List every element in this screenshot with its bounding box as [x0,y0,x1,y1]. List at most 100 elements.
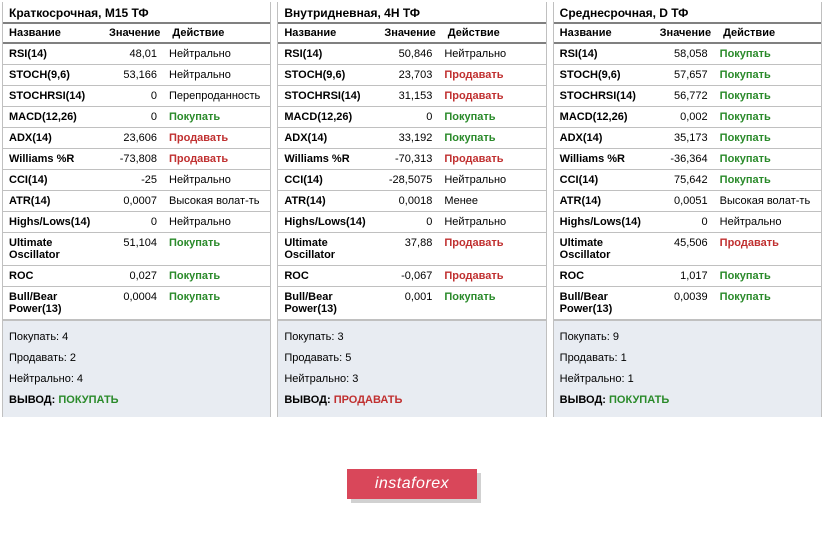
column-header: НазваниеЗначениеДействие [554,24,821,44]
col-name: Название [554,24,654,42]
indicator-name: CCI(14) [3,170,103,190]
summary-neutral: Нейтрально: 1 [560,369,815,390]
indicator-name: Ultimate Oscillator [3,233,103,265]
indicator-action: Продавать [163,149,270,169]
indicator-row: ATR(14)0,0007Высокая волат-ть [3,191,270,212]
indicator-row: Ultimate Oscillator45,506Продавать [554,233,821,266]
indicator-row: RSI(14)58,058Покупать [554,44,821,65]
indicator-action: Покупать [714,44,821,64]
indicator-action: Нейтрально [163,170,270,190]
indicator-value: 45,506 [654,233,714,265]
indicator-row: Ultimate Oscillator51,104Покупать [3,233,270,266]
indicator-value: 0,0018 [378,191,438,211]
indicator-row: ROC-0,067Продавать [278,266,545,287]
indicator-value: -70,313 [378,149,438,169]
indicator-value: 50,846 [378,44,438,64]
indicator-row: STOCH(9,6)53,166Нейтрально [3,65,270,86]
indicator-value: 0 [103,107,163,127]
indicator-row: STOCHRSI(14)31,153Продавать [278,86,545,107]
indicator-name: ROC [3,266,103,286]
panel-summary: Покупать: 9Продавать: 1Нейтрально: 1 ВЫВО… [554,320,821,417]
indicator-row: STOCH(9,6)57,657Покупать [554,65,821,86]
panel-summary: Покупать: 3Продавать: 5Нейтрально: 3ВЫВО… [278,320,545,417]
summary-neutral: Нейтрально: 4 [9,369,264,390]
indicator-action: Продавать [438,65,545,85]
verdict-text: ПРОДАВАТЬ [334,394,403,406]
indicator-value: 0,001 [378,287,438,319]
summary-sell: Продавать: 5 [284,348,539,369]
indicator-row: STOCH(9,6)23,703Продавать [278,65,545,86]
indicator-name: ADX(14) [554,128,654,148]
indicator-action: Продавать [438,86,545,106]
indicator-panel: Среднесрочная, D ТФНазваниеЗначениеДейст… [553,2,822,417]
panel-title: Среднесрочная, D ТФ [554,2,821,24]
indicator-action: Нейтрально [438,212,545,232]
indicator-name: Ultimate Oscillator [554,233,654,265]
indicator-name: STOCH(9,6) [554,65,654,85]
indicator-value: 0 [103,212,163,232]
indicator-name: Highs/Lows(14) [3,212,103,232]
indicator-value: 0,027 [103,266,163,286]
col-action: Действие [442,24,546,42]
indicator-name: Highs/Lows(14) [278,212,378,232]
indicator-action: Продавать [714,233,821,265]
indicator-name: STOCH(9,6) [3,65,103,85]
indicator-action: Покупать [163,233,270,265]
summary-sell: Продавать: 1 [560,348,815,369]
panel-title: Внутридневная, 4H ТФ [278,2,545,24]
indicator-row: STOCHRSI(14)0Перепроданность [3,86,270,107]
indicator-action: Нейтрально [714,212,821,232]
column-header: НазваниеЗначениеДействие [3,24,270,44]
col-action: Действие [166,24,270,42]
indicator-name: RSI(14) [554,44,654,64]
indicator-row: Williams %R-36,364Покупать [554,149,821,170]
indicator-action: Покупать [438,107,545,127]
indicator-action: Нейтрально [163,212,270,232]
indicator-row: Bull/Bear Power(13)0,001Покупать [278,287,545,320]
indicator-action: Перепроданность [163,86,270,106]
indicator-action: Покупать [163,287,270,319]
indicator-row: Highs/Lows(14)0Нейтрально [3,212,270,233]
indicator-name: CCI(14) [554,170,654,190]
verdict-text: ПОКУПАТЬ [58,394,118,406]
indicator-row: ATR(14)0,0018Менее [278,191,545,212]
indicator-action: Нейтрально [163,44,270,64]
indicator-value: 51,104 [103,233,163,265]
indicator-value: 33,192 [378,128,438,148]
indicator-row: CCI(14)75,642Покупать [554,170,821,191]
indicator-name: Williams %R [554,149,654,169]
indicator-action: Покупать [714,287,821,319]
indicator-name: MACD(12,26) [3,107,103,127]
verdict-prefix: ВЫВОД: [560,394,606,406]
indicator-row: Highs/Lows(14)0Нейтрально [554,212,821,233]
indicator-name: ADX(14) [278,128,378,148]
indicator-name: Ultimate Oscillator [278,233,378,265]
indicator-value: 37,88 [378,233,438,265]
indicator-action: Высокая волат-ть [714,191,821,211]
indicator-value: 35,173 [654,128,714,148]
indicator-name: MACD(12,26) [278,107,378,127]
indicator-action: Нейтрально [163,65,270,85]
indicator-value: 48,01 [103,44,163,64]
indicator-name: RSI(14) [278,44,378,64]
indicator-name: Bull/Bear Power(13) [554,287,654,319]
verdict-prefix: ВЫВОД: [284,394,330,406]
indicator-value: -25 [103,170,163,190]
indicator-name: Bull/Bear Power(13) [3,287,103,319]
indicator-action: Продавать [438,266,545,286]
indicator-action: Покупать [163,107,270,127]
summary-sell: Продавать: 2 [9,348,264,369]
indicator-action: Покупать [438,287,545,319]
indicator-value: 58,058 [654,44,714,64]
indicator-row: STOCHRSI(14)56,772Покупать [554,86,821,107]
indicator-value: 75,642 [654,170,714,190]
indicator-row: CCI(14)-28,5075Нейтрально [278,170,545,191]
indicator-row: Williams %R-73,808Продавать [3,149,270,170]
indicator-row: RSI(14)50,846Нейтрально [278,44,545,65]
indicator-row: Bull/Bear Power(13)0,0004Покупать [3,287,270,320]
indicator-name: ROC [278,266,378,286]
indicator-action: Продавать [163,128,270,148]
summary-buy: Покупать: 9 [560,327,815,348]
indicator-value: -28,5075 [378,170,438,190]
indicator-value: 0 [378,212,438,232]
